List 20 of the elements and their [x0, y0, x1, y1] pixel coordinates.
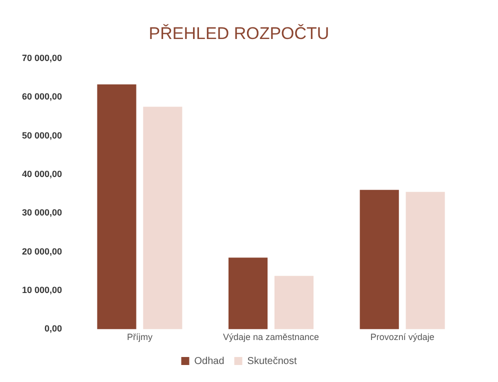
y-tick-label: 30 000,00 [22, 208, 62, 218]
y-tick-label: 10 000,00 [22, 285, 62, 295]
chart-title: PŘEHLED ROZPOČTU [148, 24, 330, 43]
y-tick-label: 60 000,00 [22, 92, 62, 102]
y-tick-label: 70 000,00 [22, 52, 62, 63]
bar [97, 84, 136, 330]
legend-label: Skutečnost [247, 356, 297, 367]
y-tick-label: 50 000,00 [22, 130, 62, 140]
y-tick-label: 40 000,00 [22, 168, 62, 179]
bar [228, 258, 268, 330]
legend-label: Odhad [194, 356, 224, 367]
x-tick-label: Příjmy [126, 332, 153, 342]
bar [274, 276, 314, 330]
y-tick-label: 20 000,00 [22, 246, 62, 256]
x-tick-label: Výdaje na zaměstnance [222, 332, 320, 342]
bar [360, 190, 399, 330]
bar [143, 106, 182, 330]
y-tick-label: 0,00 [44, 324, 62, 334]
bar [406, 192, 445, 330]
x-tick-label: Provozní výdaje [370, 332, 434, 342]
